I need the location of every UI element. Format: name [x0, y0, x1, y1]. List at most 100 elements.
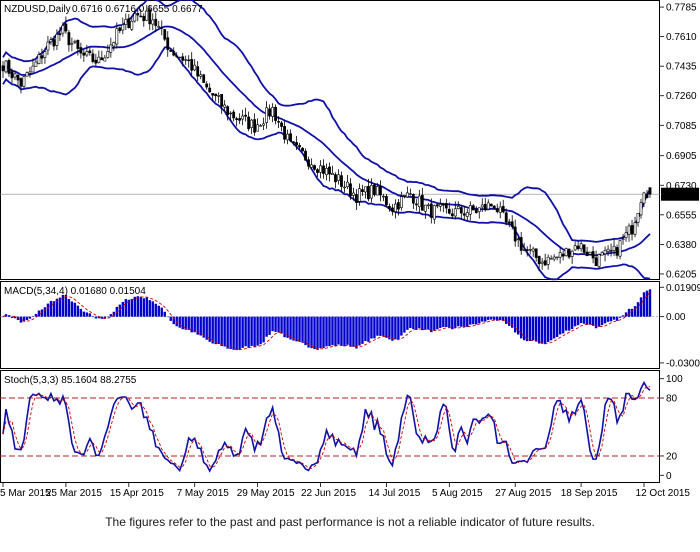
macd-bar	[103, 316, 107, 319]
price-candle	[645, 189, 649, 199]
macd-bar	[576, 316, 580, 326]
macd-bar	[567, 316, 571, 331]
candle-body	[283, 126, 286, 140]
candle-body	[244, 114, 248, 117]
stoch-y-tick-label: 100	[666, 374, 683, 385]
macd-bar	[382, 316, 385, 336]
price-candle	[91, 49, 95, 64]
candle-body	[58, 33, 62, 36]
price-y-tick-label: 0.6555	[666, 210, 697, 221]
price-candle	[112, 41, 116, 51]
candle-body	[301, 147, 304, 152]
macd-bar	[262, 316, 265, 343]
macd-bar	[627, 308, 631, 317]
candle-body	[546, 256, 550, 265]
candle-body	[465, 212, 469, 217]
candle-body	[642, 192, 646, 204]
macd-bar	[508, 316, 511, 326]
price-candle	[480, 198, 484, 213]
price-candle	[648, 187, 652, 198]
candle-body	[552, 256, 556, 260]
macd-bar	[10, 316, 14, 318]
price-candle	[16, 73, 20, 87]
macd-bar	[316, 316, 319, 350]
candle-body	[133, 13, 137, 22]
price-candle	[585, 247, 589, 257]
macd-bar	[127, 299, 131, 317]
macd-bar	[148, 300, 151, 317]
price-candle	[241, 109, 245, 126]
price-candle	[405, 186, 409, 198]
macd-bar	[531, 316, 535, 341]
price-y-tick-label: 0.6380	[666, 240, 697, 251]
candle-body	[540, 261, 544, 264]
price-candle	[25, 71, 29, 77]
candle-body	[480, 204, 484, 208]
candle-body	[528, 249, 532, 251]
candle-body	[331, 172, 334, 176]
stoch-k-line	[2, 380, 651, 473]
price-candle	[349, 178, 352, 200]
candle-body	[447, 208, 451, 214]
candle-body	[226, 106, 230, 116]
candle-body	[543, 260, 547, 266]
price-candle	[588, 251, 592, 256]
candle-body	[52, 39, 56, 47]
macd-bar	[445, 316, 448, 328]
price-candle	[265, 101, 268, 129]
candle-body	[343, 186, 346, 189]
price-candle	[441, 202, 445, 213]
macd-bar	[457, 316, 460, 327]
candle-body	[534, 248, 538, 258]
macd-bar	[600, 316, 604, 326]
macd-bar	[519, 316, 523, 339]
macd-bar	[546, 316, 550, 342]
price-candle	[576, 240, 580, 251]
price-candle	[573, 241, 577, 252]
candle-body	[55, 34, 59, 46]
candle-body	[43, 51, 47, 58]
price-candle	[471, 204, 475, 211]
price-candle	[555, 256, 559, 261]
price-candle	[88, 47, 92, 56]
price-candle	[376, 183, 379, 196]
candle-body	[633, 222, 637, 235]
candle-body	[232, 111, 236, 119]
macd-bar	[106, 316, 110, 318]
x-tick-label: 14 Jul 2015	[369, 488, 421, 499]
price-candle	[28, 66, 32, 78]
macd-bar	[385, 316, 388, 338]
price-candle	[292, 140, 295, 146]
candle-body	[522, 249, 526, 251]
macd-bar	[217, 316, 220, 344]
price-candle	[208, 83, 212, 93]
price-candle	[211, 93, 215, 102]
macd-bar	[597, 316, 601, 327]
macd-bar	[166, 316, 169, 318]
price-y-tick-label: 0.6905	[666, 151, 697, 162]
macd-bar	[448, 316, 451, 329]
macd-bar	[241, 316, 244, 348]
candle-body	[274, 106, 277, 121]
macd-bar	[109, 314, 113, 317]
macd-bar	[55, 298, 59, 317]
macd-bar	[37, 310, 41, 317]
macd-bar	[13, 316, 17, 319]
candle-body	[202, 74, 206, 83]
candle-body	[639, 202, 643, 216]
macd-bar	[454, 316, 457, 328]
candle-body	[537, 255, 541, 265]
price-candle	[501, 199, 505, 214]
bollinger-upper-band	[2, 0, 651, 243]
macd-bar	[361, 316, 364, 344]
price-layer	[0, 0, 660, 281]
candle-body	[429, 203, 433, 218]
macd-bar	[552, 316, 556, 339]
candle-body	[561, 253, 565, 257]
candle-body	[474, 209, 478, 214]
macd-bar	[43, 307, 47, 317]
macd-bar	[391, 316, 394, 341]
price-candle	[148, 5, 152, 31]
price-candle	[597, 253, 601, 270]
macd-bar	[235, 316, 238, 351]
